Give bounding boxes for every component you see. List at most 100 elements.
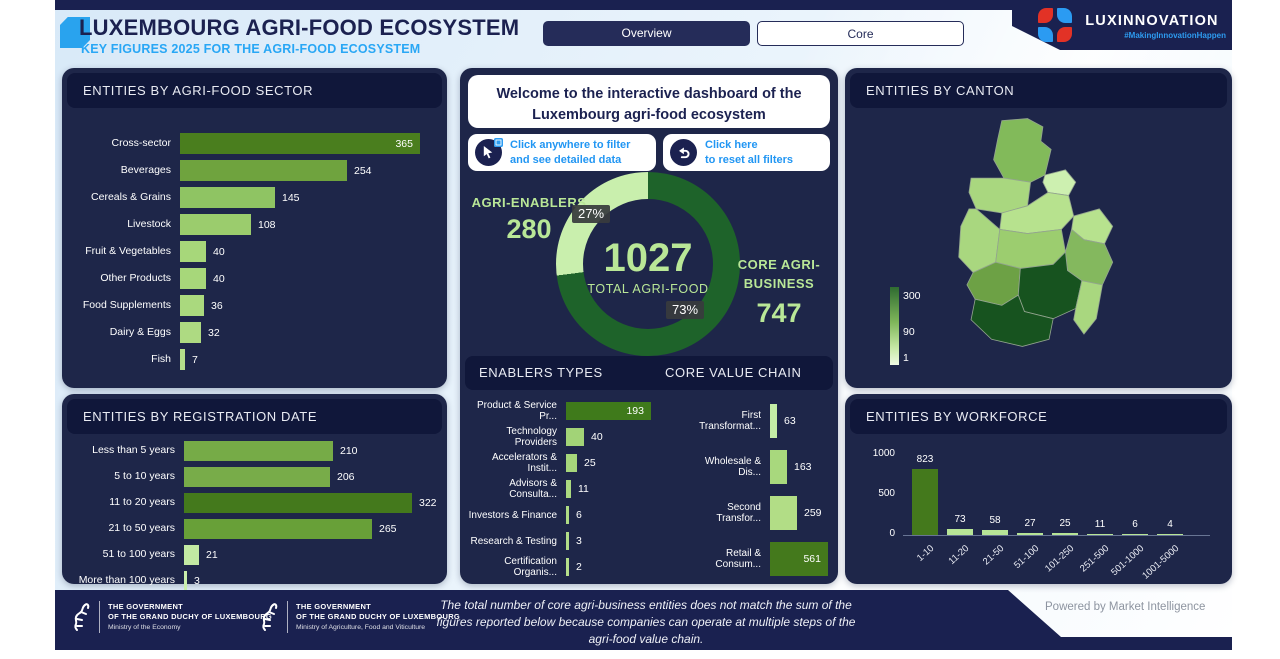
- bar-5 to 10 years[interactable]: [184, 467, 330, 487]
- bar-Food Supplements[interactable]: [180, 295, 204, 316]
- chart-row: Research & Testing 3: [466, 528, 680, 554]
- category-label: Livestock: [127, 217, 171, 230]
- category-label: Food Supplements: [82, 298, 171, 311]
- welcome-message: Welcome to the interactive dashboard of …: [468, 75, 830, 128]
- brand-tagline: #MakingInnovationHappen: [1124, 31, 1226, 40]
- bar-Research & Testing[interactable]: [566, 532, 569, 550]
- category-label: Fruit & Vegetables: [85, 244, 171, 257]
- category-label: 5 to 10 years: [114, 470, 175, 483]
- tab-overview[interactable]: Overview: [543, 21, 750, 46]
- chart-row: Food Supplements 36: [72, 292, 439, 319]
- bar-value: 561: [803, 553, 821, 565]
- core-value-chain-title: CORE VALUE CHAIN: [665, 365, 802, 380]
- bar-Retail & Consum...[interactable]: 561: [770, 542, 828, 576]
- bar-Advisors & Consulta...[interactable]: [566, 480, 571, 498]
- bar-Less than 5 years[interactable]: [184, 441, 333, 461]
- bar-Certification Organis...[interactable]: [566, 558, 569, 576]
- reset-filters-button[interactable]: Click here to reset all filters: [663, 134, 830, 171]
- category-label: Accelerators & Instit...: [491, 452, 557, 474]
- gov1-line1: THE GOVERNMENT: [108, 602, 184, 612]
- bar-11 to 20 years[interactable]: [184, 493, 412, 513]
- bar-51 to 100 years[interactable]: [184, 545, 199, 565]
- column-value: 27: [1024, 518, 1036, 529]
- bar-21 to 50 years[interactable]: [184, 519, 372, 539]
- bar-Investors & Finance[interactable]: [566, 506, 569, 524]
- chart-row: Less than 5 years 210: [72, 438, 439, 464]
- bar-Second Transfor...[interactable]: [770, 496, 797, 530]
- bar-Fruit & Vegetables[interactable]: [180, 241, 206, 262]
- column-101-250[interactable]: [1052, 533, 1078, 535]
- gov1-line2: OF THE GRAND DUCHY OF LUXEMBOURG: [108, 612, 273, 622]
- tab-core[interactable]: Core: [757, 21, 964, 46]
- welcome-line1: Welcome to the interactive dashboard of …: [496, 86, 802, 102]
- welcome-line2: Luxembourg agri-food ecosystem: [532, 107, 766, 124]
- category-label: Advisors & Consulta...: [509, 478, 557, 500]
- bar-Cross-sector[interactable]: 365: [180, 133, 420, 154]
- category-label: More than 100 years: [78, 574, 175, 587]
- chart-row: Cereals & Grains 145: [72, 184, 439, 211]
- category-label: Investors & Finance: [468, 509, 557, 521]
- bar-value: 3: [576, 535, 582, 547]
- app-logo-icon: [60, 17, 90, 48]
- column-1001-5000[interactable]: [1157, 534, 1183, 535]
- panel-title: ENTITIES BY WORKFORCE: [850, 399, 1227, 434]
- column-501-1000[interactable]: [1122, 534, 1148, 535]
- gov-logo-agriculture: THE GOVERNMENT OF THE GRAND DUCHY OF LUX…: [259, 601, 460, 633]
- canton-region[interactable]: [970, 294, 1054, 347]
- filter-hint-button[interactable]: Click anywhere to filter and see detaile…: [468, 134, 656, 171]
- bar-Beverages[interactable]: [180, 160, 347, 181]
- chart-row: Beverages 254: [72, 157, 439, 184]
- chart-row: Certification Organis... 2: [466, 554, 680, 580]
- bar-Technology Providers[interactable]: [566, 428, 584, 446]
- chart-row: Retail & Consum... 561: [682, 536, 834, 582]
- gov2-line2: OF THE GRAND DUCHY OF LUXEMBOURG: [296, 612, 461, 622]
- lion-emblem-icon: [262, 603, 278, 631]
- total-label: TOTAL AGRI-FOOD: [587, 282, 709, 296]
- bar-Livestock[interactable]: [180, 214, 251, 235]
- bar-More than 100 years[interactable]: [184, 571, 187, 591]
- column-1-10[interactable]: [912, 469, 938, 535]
- gov2-ministry: Ministry of Agriculture, Food and Viticu…: [296, 623, 426, 631]
- page-subtitle: KEY FIGURES 2025 FOR THE AGRI-FOOD ECOSY…: [81, 42, 421, 56]
- enablers-bar-chart: Product & Service Pr... 193 Technology Pro…: [466, 398, 680, 580]
- category-label: Fish: [151, 352, 171, 365]
- bar-Dairy & Eggs[interactable]: [180, 322, 201, 343]
- bar-value: 36: [211, 299, 223, 312]
- bar-Wholesale & Dis...[interactable]: [770, 450, 787, 484]
- chart-row: Cross-sector 365: [72, 130, 439, 157]
- canton-region[interactable]: [993, 118, 1052, 183]
- bar-Product & Service Pr...[interactable]: 193: [566, 402, 651, 420]
- footer-note: The total number of core agri-business e…: [433, 597, 859, 648]
- canton-region[interactable]: [1042, 169, 1077, 197]
- enablers-percent-badge: 27%: [572, 205, 611, 223]
- column-value: 6: [1132, 519, 1138, 530]
- agri-enablers-label: AGRI-ENABLERS: [471, 195, 587, 210]
- sub-charts-header: ENABLERS TYPES CORE VALUE CHAIN: [465, 356, 833, 390]
- chart-row: Other Products 40: [72, 265, 439, 292]
- core-label-line1: CORE AGRI-: [737, 257, 821, 272]
- bar-value: 365: [395, 137, 413, 150]
- legend-max: 300: [903, 290, 921, 302]
- powered-by-label: Powered by Market Intelligence: [1045, 601, 1206, 613]
- bar-value: 25: [584, 457, 596, 469]
- chart-row: Second Transfor... 259: [682, 490, 834, 536]
- column-11-20[interactable]: [947, 529, 973, 535]
- category-label: Other Products: [100, 271, 171, 284]
- bar-Accelerators & Instit...[interactable]: [566, 454, 577, 472]
- column-51-100[interactable]: [1017, 533, 1043, 535]
- bar-Other Products[interactable]: [180, 268, 206, 289]
- category-label: Technology Providers: [506, 426, 557, 448]
- category-label: Cereals & Grains: [91, 190, 171, 203]
- note-line3: agri-food value chain.: [588, 632, 704, 647]
- canton-region[interactable]: [1073, 280, 1103, 335]
- bar-First Transformat...[interactable]: [770, 404, 777, 438]
- category-label: 51 to 100 years: [102, 548, 175, 561]
- column-21-50[interactable]: [982, 530, 1008, 535]
- category-label: Certification Organis...: [504, 556, 557, 578]
- bar-value: 6: [576, 509, 582, 521]
- column-251-500[interactable]: [1087, 534, 1113, 535]
- bar-Cereals & Grains[interactable]: [180, 187, 275, 208]
- chart-row: Accelerators & Instit... 25: [466, 450, 680, 476]
- panel-entities-by-canton: ENTITIES BY CANTON 300 90 1: [845, 68, 1232, 388]
- bar-Fish[interactable]: [180, 349, 185, 370]
